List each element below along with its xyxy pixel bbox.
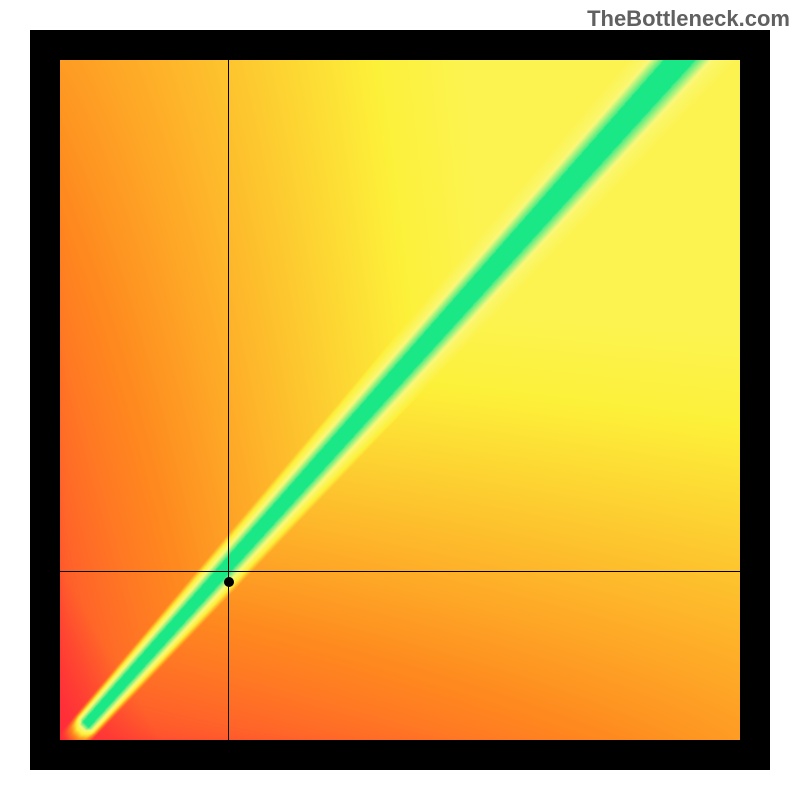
crosshair-horizontal bbox=[60, 571, 740, 572]
bottleneck-heatmap bbox=[60, 60, 740, 740]
chart-frame bbox=[30, 30, 770, 770]
crosshair-vertical bbox=[228, 60, 229, 740]
watermark-text: TheBottleneck.com bbox=[587, 6, 790, 32]
selection-marker bbox=[224, 577, 234, 587]
